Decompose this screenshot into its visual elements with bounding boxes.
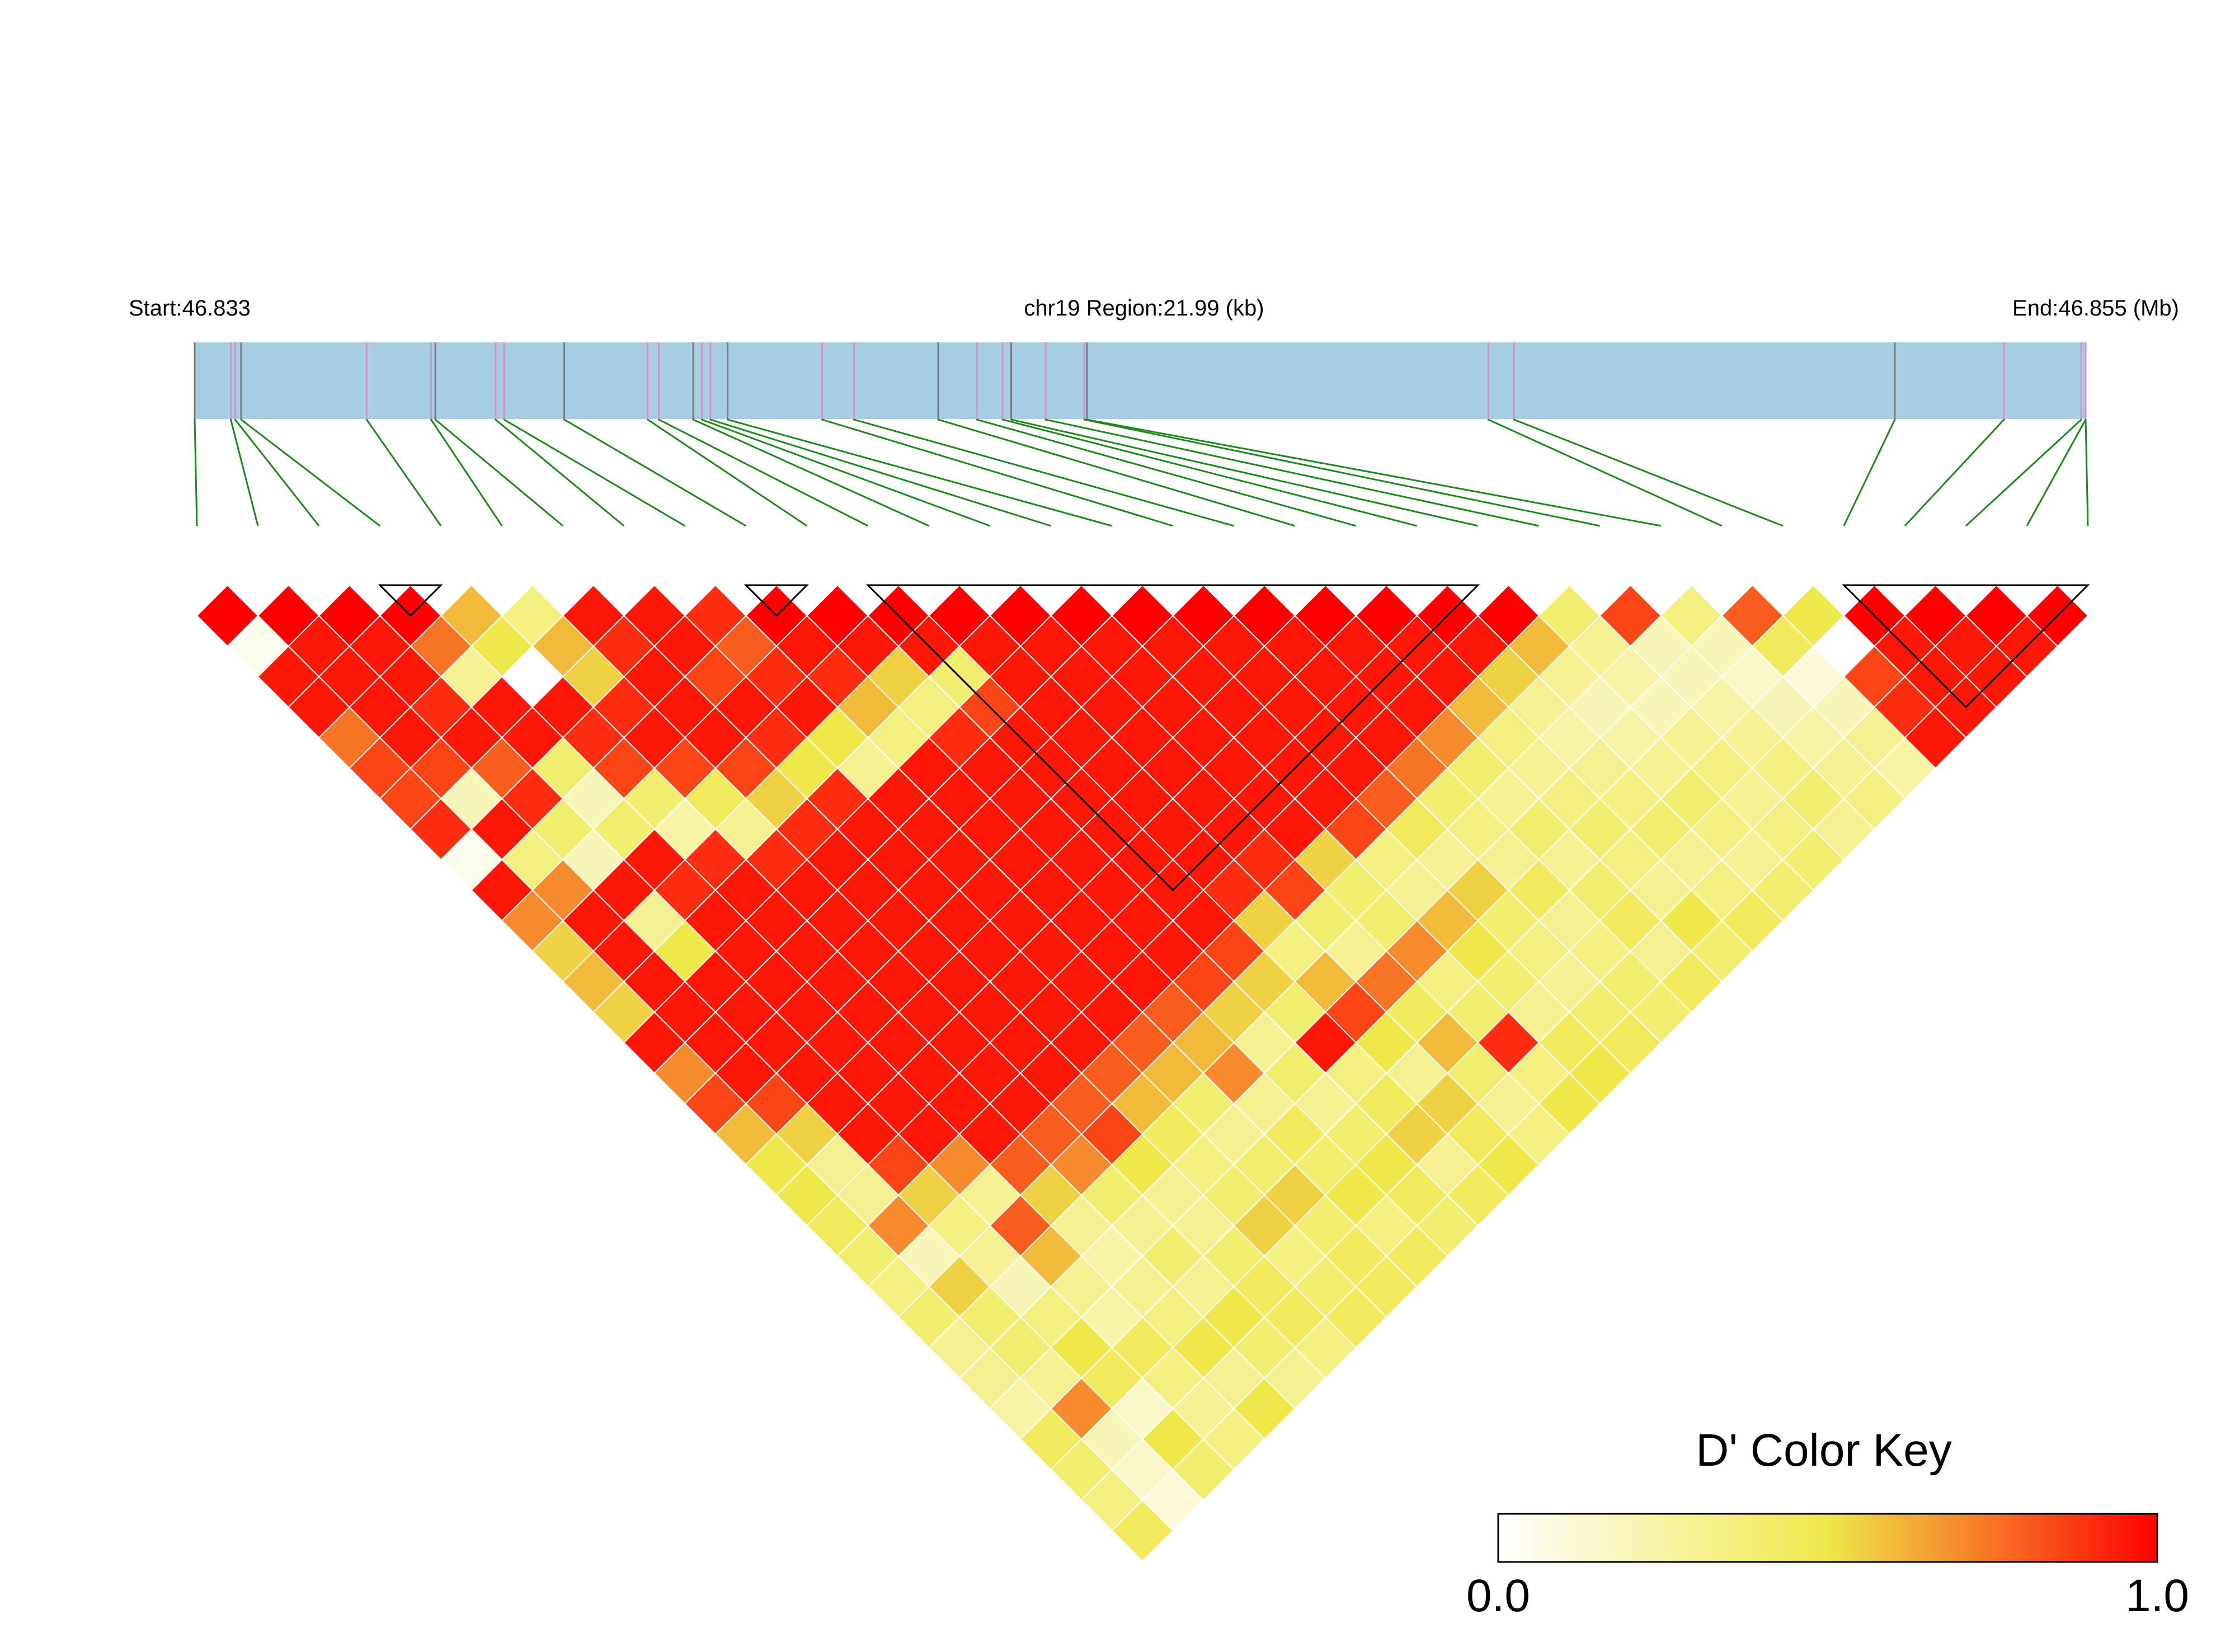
snp-connector-line [234, 419, 320, 526]
region-size-label: chr19 Region:21.99 (kb) [1024, 296, 1264, 321]
snp-connector-line [1487, 418, 1723, 527]
color-key-gradient-bar [1497, 1513, 2158, 1563]
snp-connector-line [563, 418, 747, 527]
snp-connector-line [230, 419, 259, 526]
snp-connector-line [1513, 418, 1784, 527]
snp-connector-line [727, 418, 1112, 527]
snp-connector-line [430, 419, 503, 526]
snp-connector-line [1044, 418, 1540, 527]
color-key-max-label: 1.0 [2125, 1570, 2189, 1621]
snp-connector-line [853, 418, 1234, 527]
snp-connector-line [365, 419, 442, 526]
snp-connector-line [821, 418, 1173, 527]
ld-block-outline [865, 584, 1480, 892]
snp-connector-line [709, 418, 1051, 527]
snp-connector-line [700, 418, 990, 527]
snp-connector-line [1001, 418, 1418, 527]
snp-connector-line [2085, 419, 2089, 526]
snp-connector-line [495, 418, 625, 527]
snp-connector-line [2026, 419, 2087, 526]
snp-connector-line [692, 418, 930, 527]
snp-connector-line [194, 419, 198, 526]
snp-connector-line [1843, 419, 1896, 526]
ld-block-outline [1842, 584, 2090, 709]
snp-connector-lines [194, 418, 2089, 527]
region-end-label: End:46.855 (Mb) [2012, 296, 2179, 321]
snp-connector-line [937, 418, 1296, 527]
snp-connector-line [976, 418, 1357, 527]
region-bar [195, 342, 2086, 419]
snp-connector-line [1010, 418, 1479, 527]
ld-block-outline [744, 584, 809, 617]
color-key-title: D' Color Key [1696, 1425, 1952, 1476]
snp-connector-line [503, 418, 686, 527]
color-key-min-label: 0.0 [1466, 1570, 1530, 1621]
snp-connector-line [1965, 418, 2082, 527]
snp-connector-line [240, 418, 381, 527]
snp-connector-line [434, 418, 564, 527]
snp-connector-line [658, 418, 869, 527]
ld-block-outlines [378, 584, 2090, 892]
ld-block-outline [378, 584, 443, 617]
snp-connector-line [647, 418, 808, 527]
snp-position-ticks [194, 342, 2087, 419]
ld-heatmap-cells [196, 584, 2089, 1562]
snp-connector-line [1086, 418, 1662, 527]
region-start-label: Start:46.833 [129, 296, 251, 321]
snp-connector-line [1083, 418, 1601, 527]
snp-connector-line [1904, 418, 2005, 527]
